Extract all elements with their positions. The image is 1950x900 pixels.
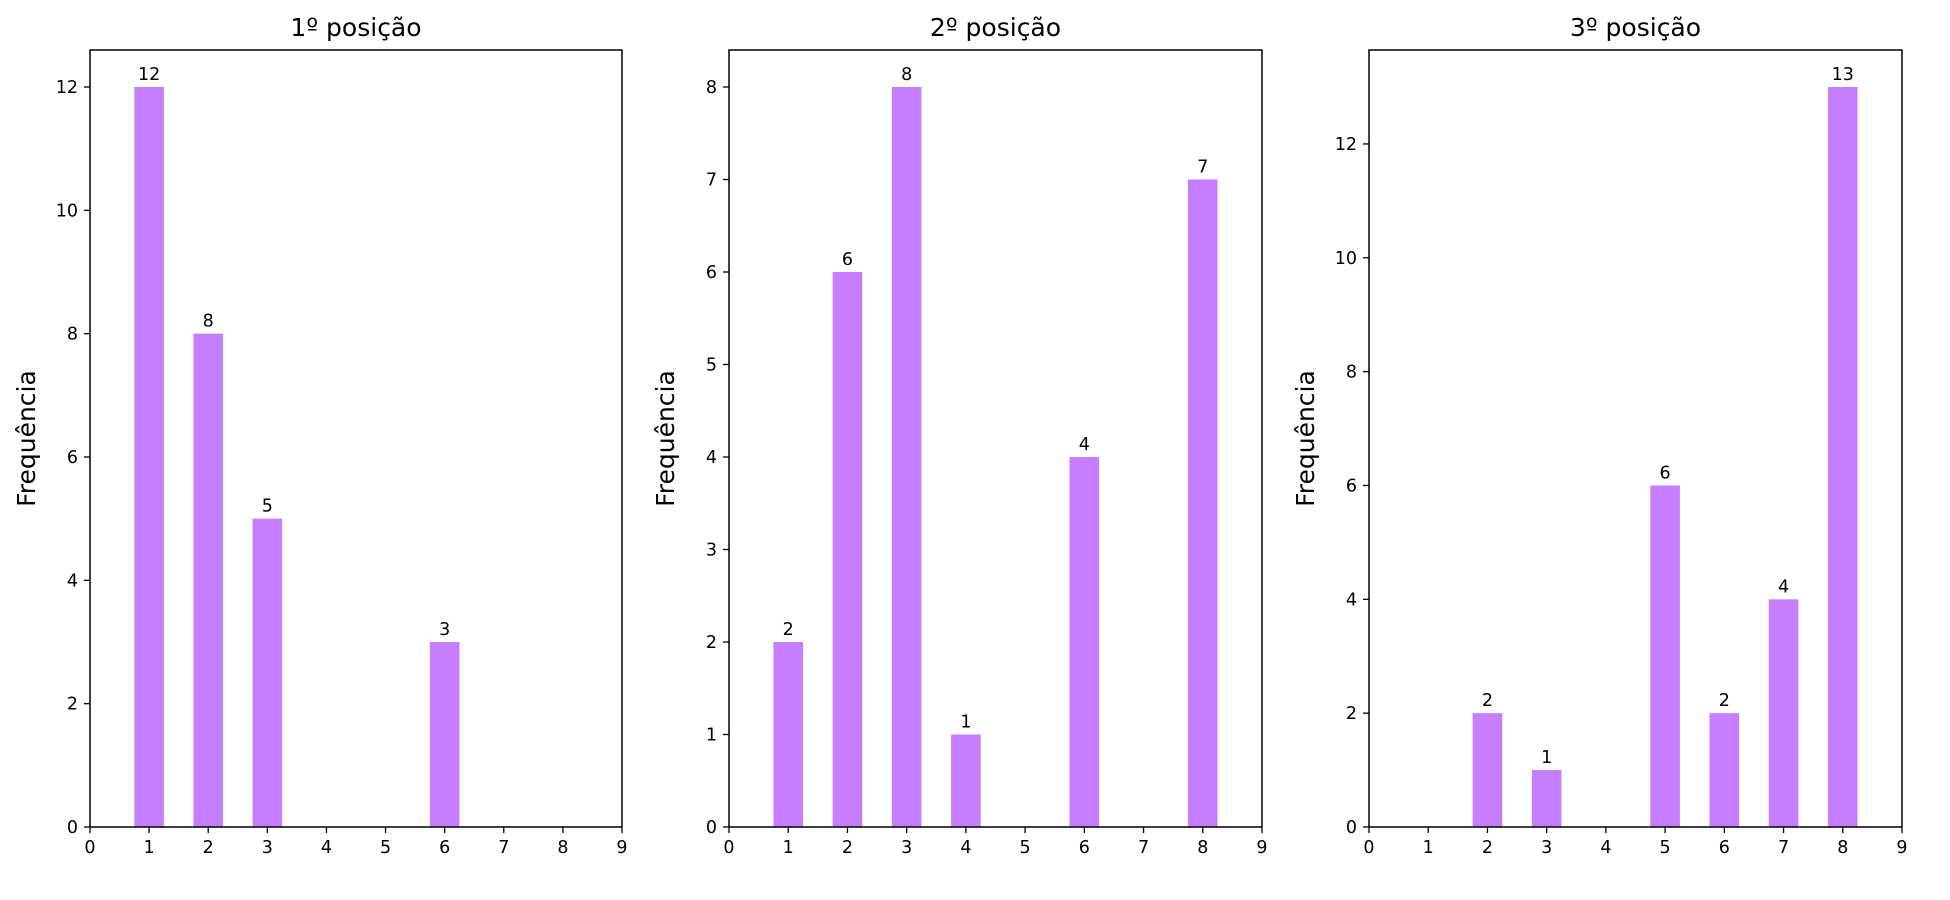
x-tick-label: 2 xyxy=(842,838,853,858)
x-tick-label: 4 xyxy=(960,838,971,858)
chart-title: 3º posição xyxy=(1570,13,1701,42)
bar xyxy=(951,734,981,827)
x-tick-label: 3 xyxy=(901,838,912,858)
y-axis-label: Frequência xyxy=(12,370,41,507)
y-tick-label: 12 xyxy=(56,78,78,98)
x-tick-label: 7 xyxy=(1138,838,1149,858)
y-tick-label: 6 xyxy=(67,448,78,468)
y-tick-label: 4 xyxy=(1346,590,1357,610)
data-label: 8 xyxy=(203,312,214,332)
x-tick-label: 9 xyxy=(616,838,627,858)
bar xyxy=(832,272,863,827)
y-tick-label: 4 xyxy=(706,448,717,468)
data-label: 8 xyxy=(901,65,912,85)
x-tick-label: 2 xyxy=(203,838,214,858)
bar xyxy=(773,642,804,827)
bar xyxy=(1187,179,1218,827)
data-label: 2 xyxy=(1482,691,1493,711)
y-axis-label: Frequência xyxy=(651,370,680,507)
x-tick-label: 9 xyxy=(1896,838,1907,858)
plot-frame xyxy=(1368,49,1903,828)
y-tick-label: 0 xyxy=(1346,818,1357,838)
bar xyxy=(891,87,922,827)
y-tick-label: 8 xyxy=(706,78,717,98)
x-tick-label: 6 xyxy=(1079,838,1090,858)
x-tick-label: 2 xyxy=(1482,838,1493,858)
y-tick-label: 12 xyxy=(1335,135,1357,155)
bar xyxy=(1768,599,1799,827)
x-tick-label: 1 xyxy=(144,838,155,858)
x-tick-label: 0 xyxy=(723,838,734,858)
plot-frame xyxy=(89,49,623,828)
x-tick-label: 0 xyxy=(1363,838,1374,858)
y-axis-label: Frequência xyxy=(1291,370,1320,507)
data-label: 6 xyxy=(1660,463,1671,483)
data-label: 2 xyxy=(783,620,794,640)
y-tick-label: 10 xyxy=(56,201,78,221)
x-tick-label: 7 xyxy=(498,838,509,858)
x-tick-label: 1 xyxy=(783,838,794,858)
data-label: 7 xyxy=(1197,158,1208,178)
x-tick-label: 5 xyxy=(1660,838,1671,858)
data-label: 2 xyxy=(1719,691,1730,711)
x-tick-label: 0 xyxy=(84,838,95,858)
x-tick-label: 3 xyxy=(1541,838,1552,858)
bar xyxy=(1827,87,1858,827)
y-tick-label: 8 xyxy=(67,325,78,345)
x-tick-label: 9 xyxy=(1256,838,1267,858)
x-tick-label: 5 xyxy=(1020,838,1031,858)
y-tick-label: 2 xyxy=(1346,704,1357,724)
bar xyxy=(252,518,283,827)
x-tick-label: 4 xyxy=(321,838,332,858)
y-tick-label: 2 xyxy=(706,633,717,653)
y-tick-label: 2 xyxy=(67,695,78,715)
data-label: 6 xyxy=(842,250,853,270)
bar xyxy=(193,333,223,827)
data-label: 4 xyxy=(1079,435,1090,455)
y-tick-label: 6 xyxy=(1346,476,1357,496)
y-tick-label: 4 xyxy=(67,571,78,591)
y-tick-label: 10 xyxy=(1335,249,1357,269)
x-tick-label: 8 xyxy=(557,838,568,858)
x-tick-label: 6 xyxy=(1719,838,1730,858)
data-label: 3 xyxy=(439,620,450,640)
plot-frame xyxy=(728,49,1263,828)
x-tick-label: 8 xyxy=(1197,838,1208,858)
bar xyxy=(1531,770,1562,827)
x-tick-label: 6 xyxy=(439,838,450,858)
x-tick-label: 1 xyxy=(1423,838,1434,858)
y-tick-label: 1 xyxy=(706,726,717,746)
bar xyxy=(1650,485,1680,827)
x-tick-label: 8 xyxy=(1837,838,1848,858)
bar xyxy=(1069,457,1100,827)
bar xyxy=(1709,713,1740,827)
chart-title: 2º posição xyxy=(930,13,1061,42)
data-label: 1 xyxy=(1541,748,1552,768)
y-tick-label: 8 xyxy=(1346,363,1357,383)
data-label: 5 xyxy=(262,497,273,517)
x-tick-label: 4 xyxy=(1600,838,1611,858)
x-tick-label: 7 xyxy=(1778,838,1789,858)
chart-title: 1º posição xyxy=(290,13,421,42)
y-tick-label: 5 xyxy=(706,356,717,376)
bar xyxy=(1472,713,1503,827)
y-tick-label: 0 xyxy=(67,818,78,838)
y-tick-label: 7 xyxy=(706,171,717,191)
y-tick-label: 6 xyxy=(706,263,717,283)
bar xyxy=(134,87,164,827)
data-label: 4 xyxy=(1778,577,1789,597)
y-tick-label: 0 xyxy=(706,818,717,838)
data-label: 1 xyxy=(960,713,971,733)
x-tick-label: 5 xyxy=(380,838,391,858)
y-tick-label: 3 xyxy=(706,541,717,561)
bar xyxy=(429,642,460,827)
x-tick-label: 3 xyxy=(262,838,273,858)
data-label: 13 xyxy=(1832,65,1854,85)
data-label: 12 xyxy=(138,65,160,85)
